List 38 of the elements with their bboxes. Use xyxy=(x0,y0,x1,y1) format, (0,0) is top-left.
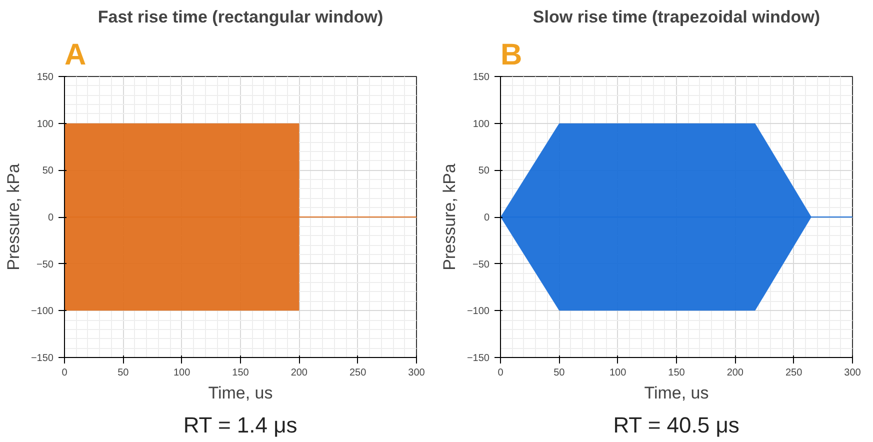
text: B xyxy=(500,38,522,72)
y-tick-label: 0 xyxy=(48,212,54,224)
y-tick-label: 50 xyxy=(42,166,54,177)
text: RT = 40.5 μs xyxy=(613,412,740,438)
x-axis-title: Time, us xyxy=(644,384,709,402)
y-tick-label: 0 xyxy=(484,212,490,224)
x-tick-label: 200 xyxy=(290,368,308,378)
y-tick-label: −150 xyxy=(30,353,54,364)
y-tick-label: 150 xyxy=(472,72,490,83)
y-tick-label: 150 xyxy=(36,72,54,83)
x-tick-label: 100 xyxy=(173,368,191,378)
y-tick-label: 100 xyxy=(472,118,490,130)
x-tick-label: 250 xyxy=(349,368,367,378)
x-tick-label: 300 xyxy=(844,368,862,378)
x-tick-label: 300 xyxy=(408,368,426,378)
y-tick-label: −100 xyxy=(466,306,490,318)
y-tick-label: −50 xyxy=(472,259,490,270)
y-tick-label: −50 xyxy=(36,259,54,270)
y-tick-label: 100 xyxy=(36,118,54,130)
text: RT = 1.4 μs xyxy=(183,412,298,438)
x-tick-label: 0 xyxy=(498,368,504,378)
text: A xyxy=(64,38,86,72)
y-axis-title: Pressure, kPa xyxy=(4,163,23,270)
x-tick-label: 50 xyxy=(554,368,566,378)
chart-title: Slow rise time (trapezoidal window) xyxy=(532,8,820,26)
x-tick-label: 200 xyxy=(726,368,744,378)
x-tick-label: 250 xyxy=(785,368,803,378)
y-tick-label: −100 xyxy=(30,306,54,318)
y-tick-label: −150 xyxy=(466,353,490,364)
x-tick-label: 50 xyxy=(118,368,130,378)
x-axis-title: Time, us xyxy=(208,384,273,402)
y-tick-label: 50 xyxy=(478,166,490,177)
x-tick-label: 0 xyxy=(62,368,68,378)
y-axis-title: Pressure, kPa xyxy=(440,163,459,270)
x-tick-label: 150 xyxy=(232,368,250,378)
x-tick-label: 150 xyxy=(668,368,686,378)
chart-title: Fast rise time (rectangular window) xyxy=(98,8,384,26)
x-tick-label: 100 xyxy=(609,368,627,378)
